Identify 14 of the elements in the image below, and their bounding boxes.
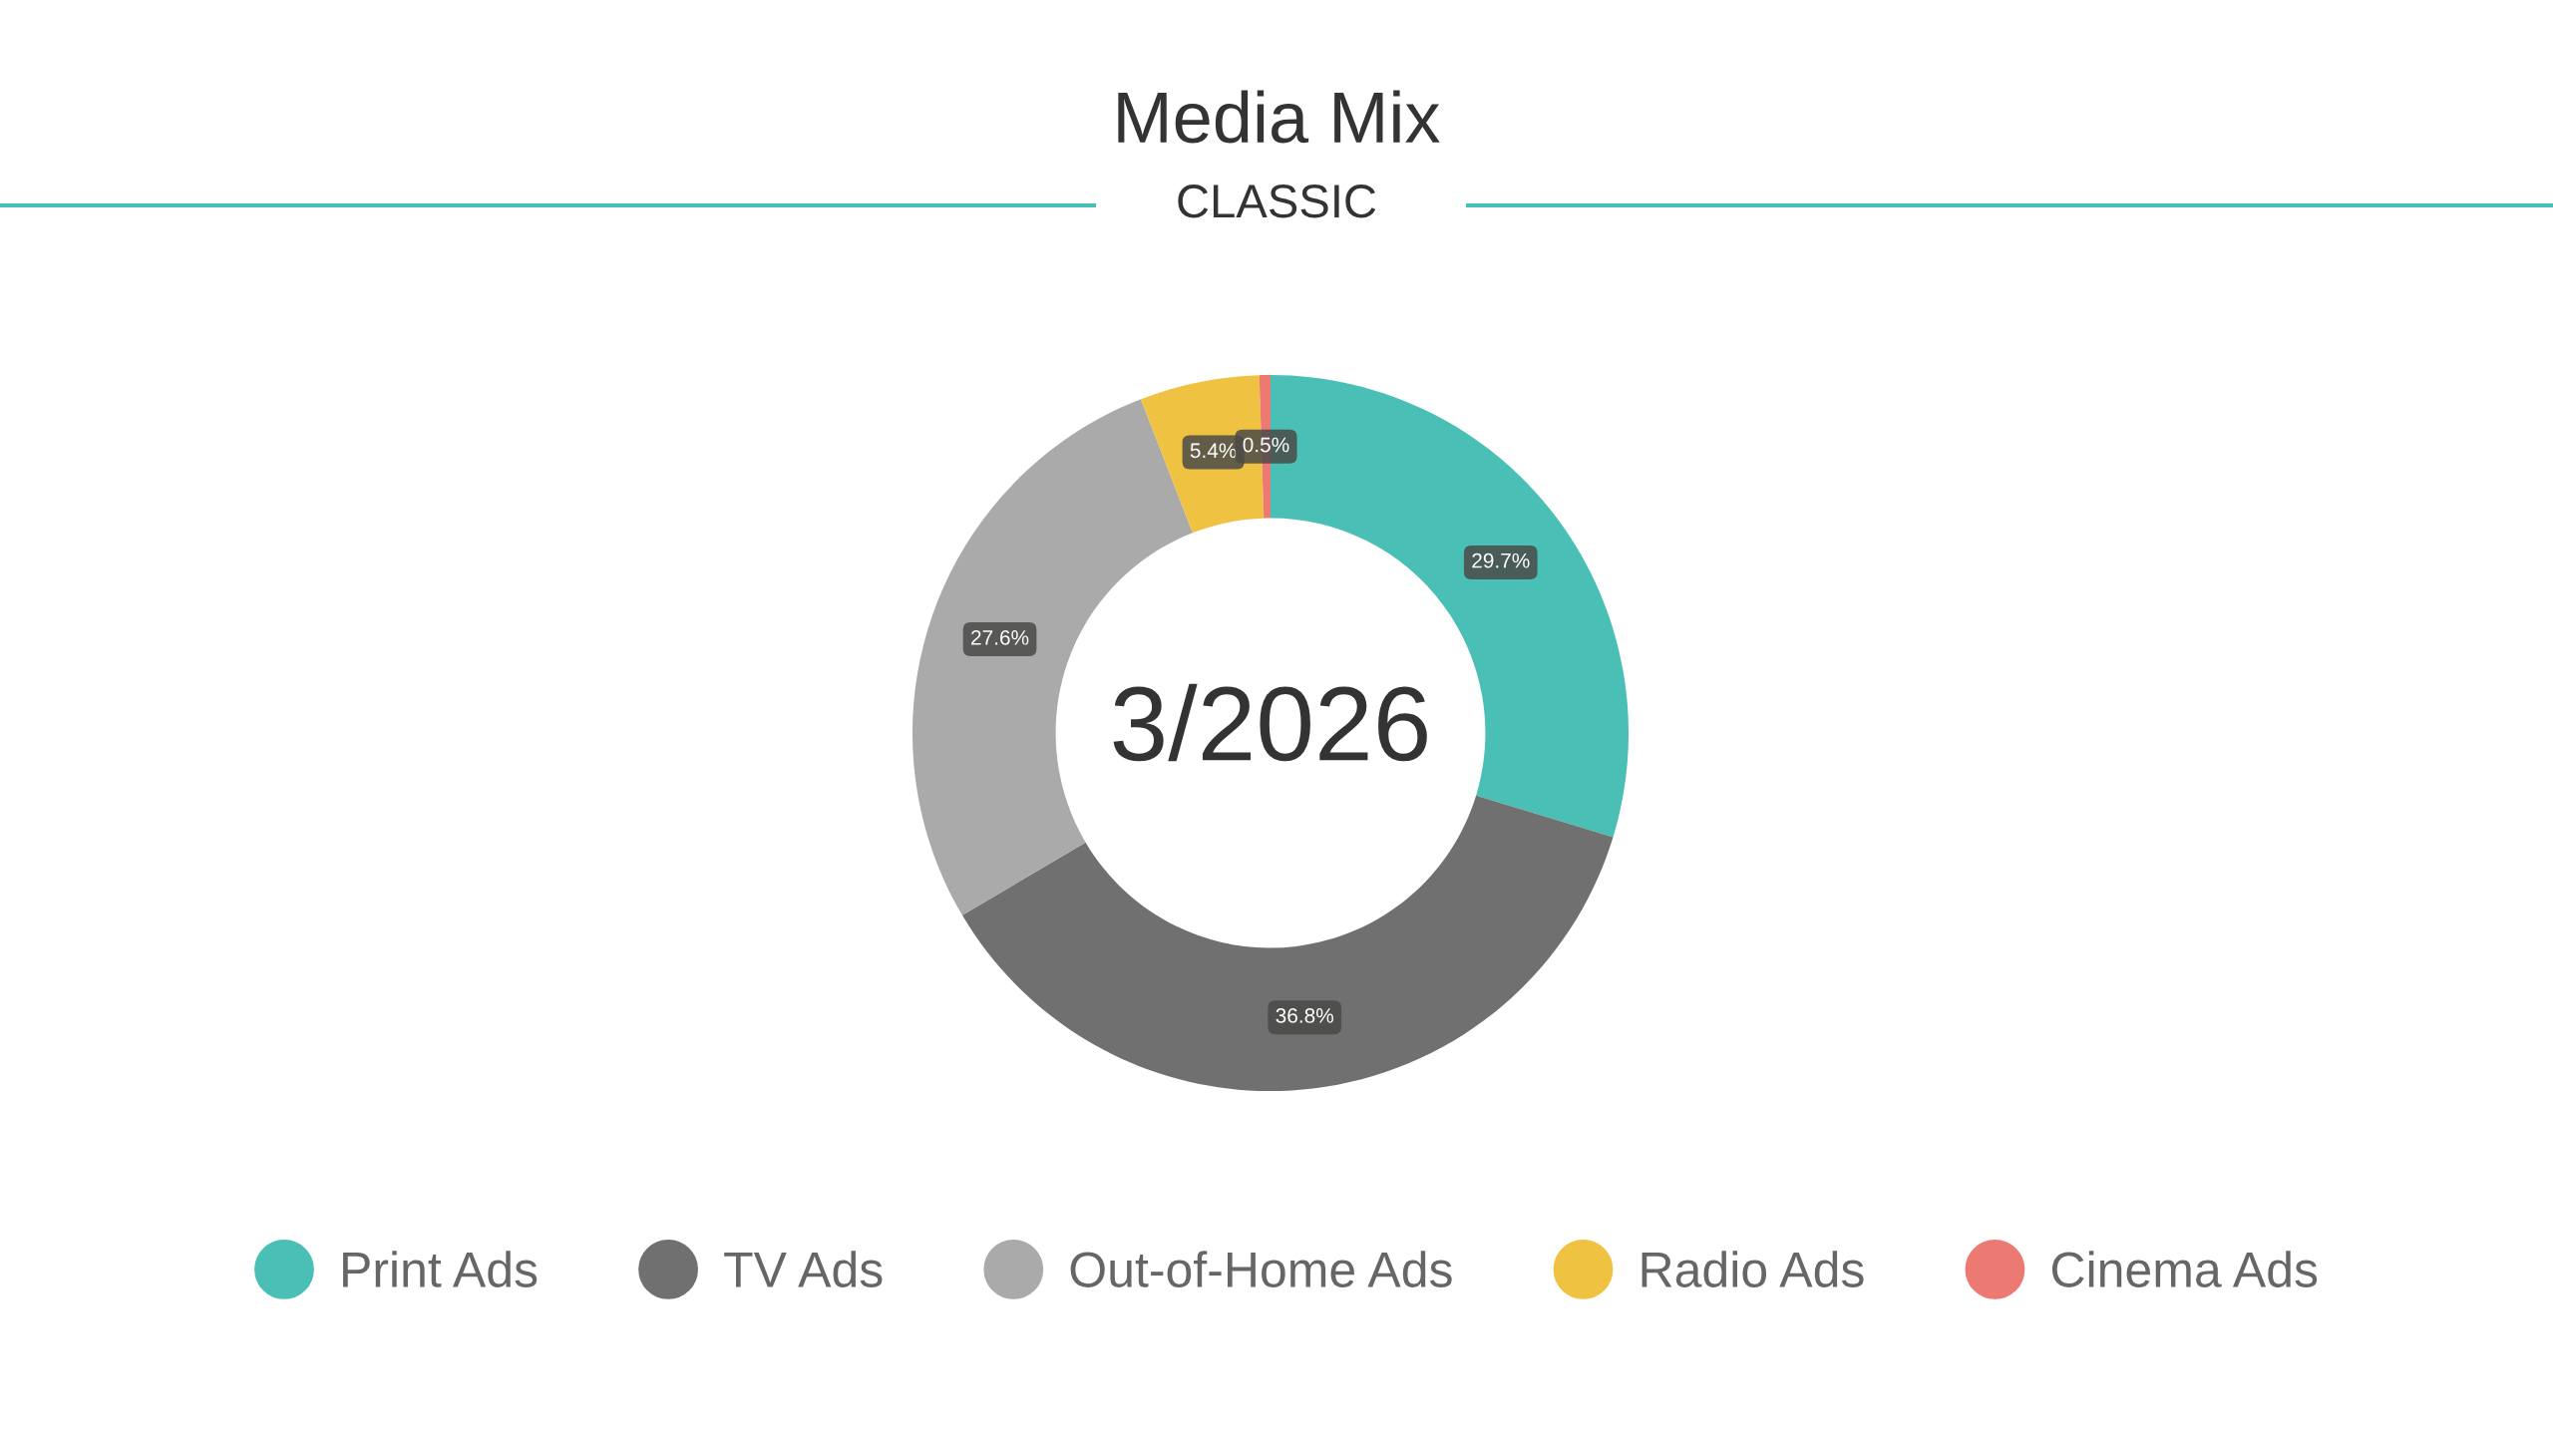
data-label: 36.8% [1276, 1008, 1333, 1023]
legend-label: TV Ads [724, 1251, 883, 1287]
donut-slice [961, 795, 1614, 1091]
legend-label: Cinema Ads [2051, 1251, 2318, 1287]
legend-label: Print Ads [343, 1251, 538, 1287]
data-label: 0.5% [1243, 437, 1289, 453]
text: 3/2026 [1113, 683, 1427, 762]
data-label: 27.6% [971, 629, 1029, 645]
data-label: 29.7% [1472, 552, 1530, 568]
legend-label: Radio Ads [1641, 1251, 1864, 1287]
chart-subtitle: CLASSIC [1178, 184, 1376, 218]
chart-title: Media Mix [1118, 90, 1440, 144]
legend-label: Out-of-Home Ads [1070, 1251, 1452, 1287]
data-label: 5.4% [1190, 443, 1237, 459]
